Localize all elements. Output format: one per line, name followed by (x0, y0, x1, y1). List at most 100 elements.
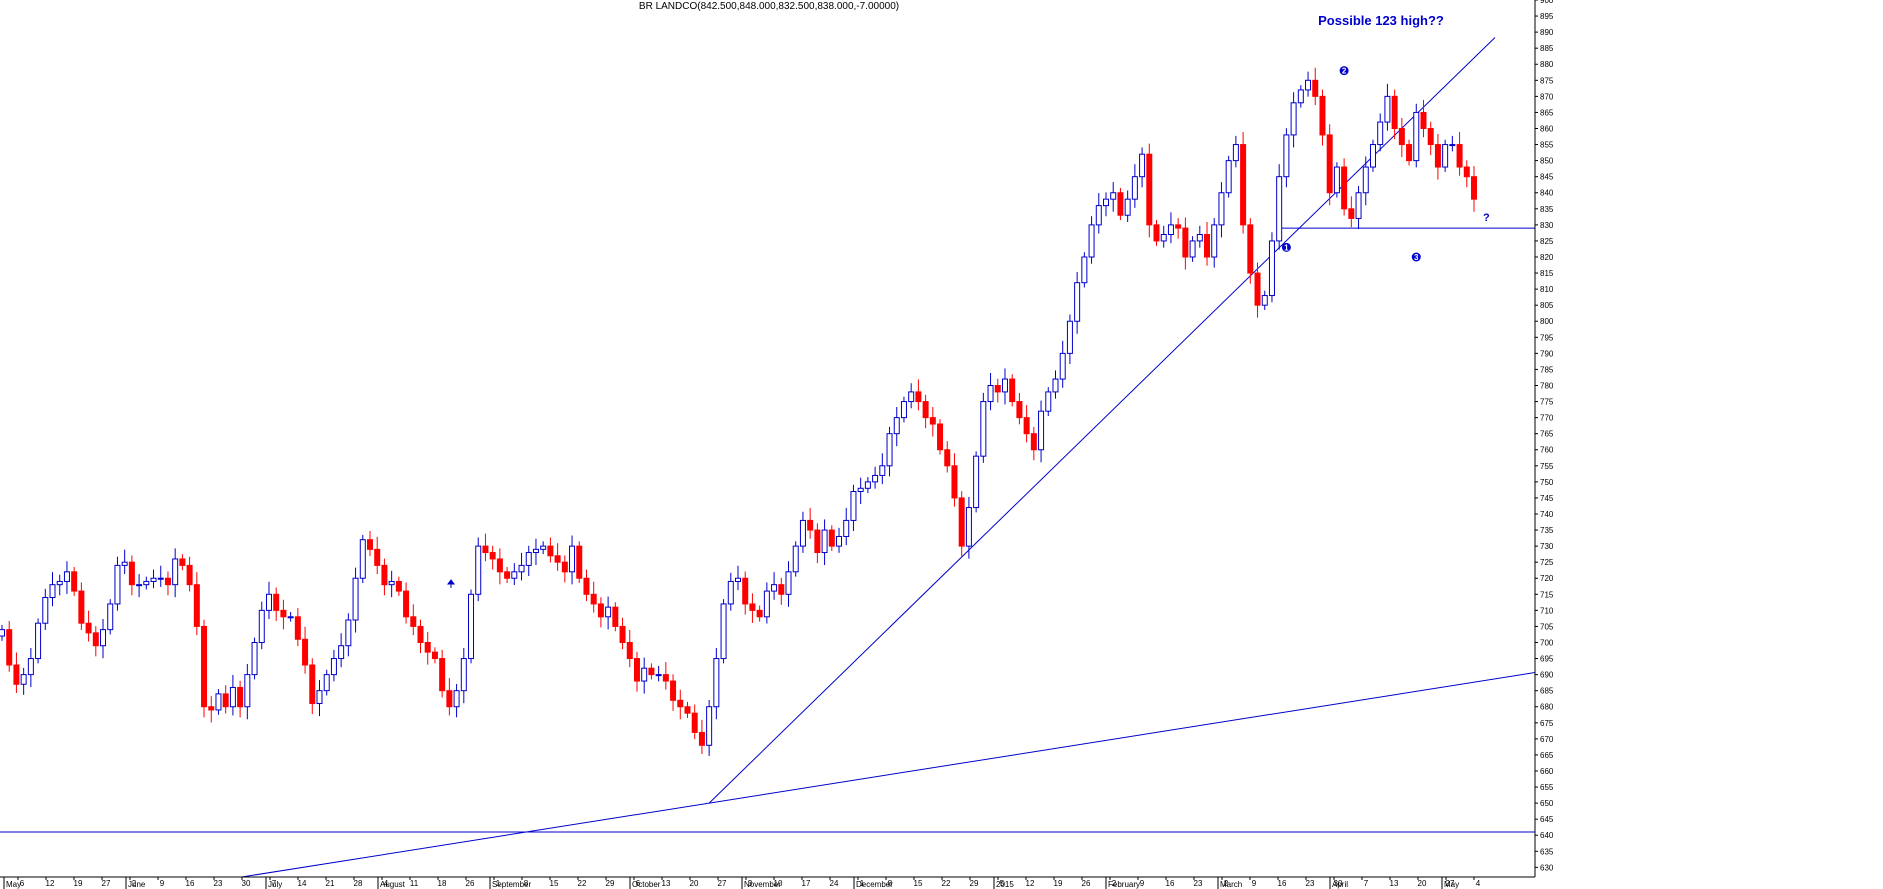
candle-body (799, 519, 806, 547)
candle-body (900, 401, 907, 419)
candle-body (1074, 282, 1081, 322)
candle-body (973, 455, 980, 509)
x-tick-label: 7 (272, 879, 277, 888)
candle-body (1088, 224, 1095, 258)
y-tick-label: 870 (1540, 92, 1554, 101)
y-tick-label: 635 (1540, 847, 1554, 856)
candle-body (1276, 176, 1283, 242)
y-tick-label: 895 (1540, 12, 1554, 21)
candle-body (1160, 234, 1167, 242)
y-tick-label: 655 (1540, 783, 1554, 792)
candle-body (1333, 166, 1340, 194)
candle-body (1319, 95, 1326, 136)
x-tick-label: 28 (354, 879, 363, 888)
x-tick-label: 9 (1252, 879, 1257, 888)
x-tick-label: 17 (802, 879, 811, 888)
candle-body (597, 603, 604, 618)
y-tick-label: 805 (1540, 301, 1554, 310)
x-tick-label: 11 (410, 879, 419, 888)
wave-marker-label: 1 (1284, 243, 1289, 252)
x-tick-label: 19 (1054, 879, 1063, 888)
y-tick-label: 825 (1540, 237, 1554, 246)
candle-body (735, 577, 741, 582)
x-tick-label: 23 (1306, 879, 1315, 888)
candle-body (1355, 192, 1362, 219)
candle-body (720, 603, 727, 660)
candle-body (244, 674, 251, 708)
candle-body (6, 629, 13, 666)
y-tick-labels: 630 635 640 645 650 655 660 665 670 675 680 685 690 6… (1535, 0, 1554, 872)
candle-body (915, 391, 922, 403)
candle-body (1369, 144, 1376, 168)
y-tick-label: 850 (1540, 157, 1554, 166)
candle-body (1254, 272, 1261, 306)
x-tick-label: 14 (298, 879, 307, 888)
x-tick-label: 22 (942, 879, 951, 888)
candle-body (684, 706, 691, 714)
candle-body (655, 674, 662, 677)
candle-body (929, 417, 936, 425)
candle-body (179, 558, 186, 566)
candle-body (374, 548, 381, 566)
candle-body (460, 658, 467, 692)
x-tick-label: 6 (636, 879, 641, 888)
candle-body (208, 706, 215, 711)
y-tick-label: 785 (1540, 365, 1554, 374)
x-tick-label: 27 (102, 879, 111, 888)
candle-body (157, 577, 164, 580)
candle-body (453, 690, 460, 708)
candle-body (1463, 166, 1470, 178)
reference-lines (0, 37, 1536, 878)
candle-body (439, 658, 446, 692)
candle-body (100, 629, 107, 647)
month-label: February (1108, 880, 1140, 889)
candle-body (1182, 227, 1189, 258)
candle-body (63, 571, 70, 582)
chart-title: BR LANDCO(842.500,848.000,832.500,838.00… (639, 1, 899, 12)
candle-body (908, 391, 915, 403)
y-tick-label: 815 (1540, 269, 1554, 278)
y-tick-label: 675 (1540, 719, 1554, 728)
x-tick-label: 26 (1082, 879, 1091, 888)
y-tick-label: 820 (1540, 253, 1554, 262)
y-tick-label: 770 (1540, 414, 1554, 423)
candle-body (670, 680, 677, 701)
x-tick-label: 5 (1000, 879, 1005, 888)
month-label: May (6, 880, 21, 889)
candle-body (287, 616, 294, 619)
candle-body (1153, 224, 1160, 242)
y-tick-label: 800 (1540, 317, 1554, 326)
candle-body (164, 577, 171, 586)
y-tick-label: 700 (1540, 638, 1554, 647)
month-label: September (492, 880, 531, 889)
x-tick-label: 10 (774, 879, 783, 888)
candle-body (965, 507, 972, 547)
candle-body (1016, 401, 1023, 419)
y-tick-label: 670 (1540, 735, 1554, 744)
candle-body (1204, 234, 1211, 258)
candle-body (1052, 378, 1059, 393)
x-tick-label: 9 (160, 879, 165, 888)
y-tick-label: 835 (1540, 205, 1554, 214)
y-tick-label: 845 (1540, 173, 1554, 182)
wave-marker-3 (1411, 252, 1421, 262)
candle-body (258, 609, 265, 643)
candle-body (713, 658, 720, 708)
candle-body (850, 491, 857, 521)
long-trendline (241, 672, 1536, 878)
candle-body (814, 529, 821, 554)
x-tick-label: 4 (1476, 879, 1481, 888)
candle-body (1283, 134, 1290, 178)
y-tick-label: 780 (1540, 381, 1554, 390)
candle-body (35, 622, 42, 660)
candle-body (475, 545, 482, 595)
candle-body (302, 638, 309, 666)
candle-body (42, 597, 49, 624)
candle-body (1290, 102, 1297, 136)
y-tick-label: 715 (1540, 590, 1554, 599)
y-tick-label: 880 (1540, 60, 1554, 69)
candle-body (1362, 166, 1369, 194)
candle-body (388, 580, 395, 586)
candle-body (1297, 89, 1304, 104)
